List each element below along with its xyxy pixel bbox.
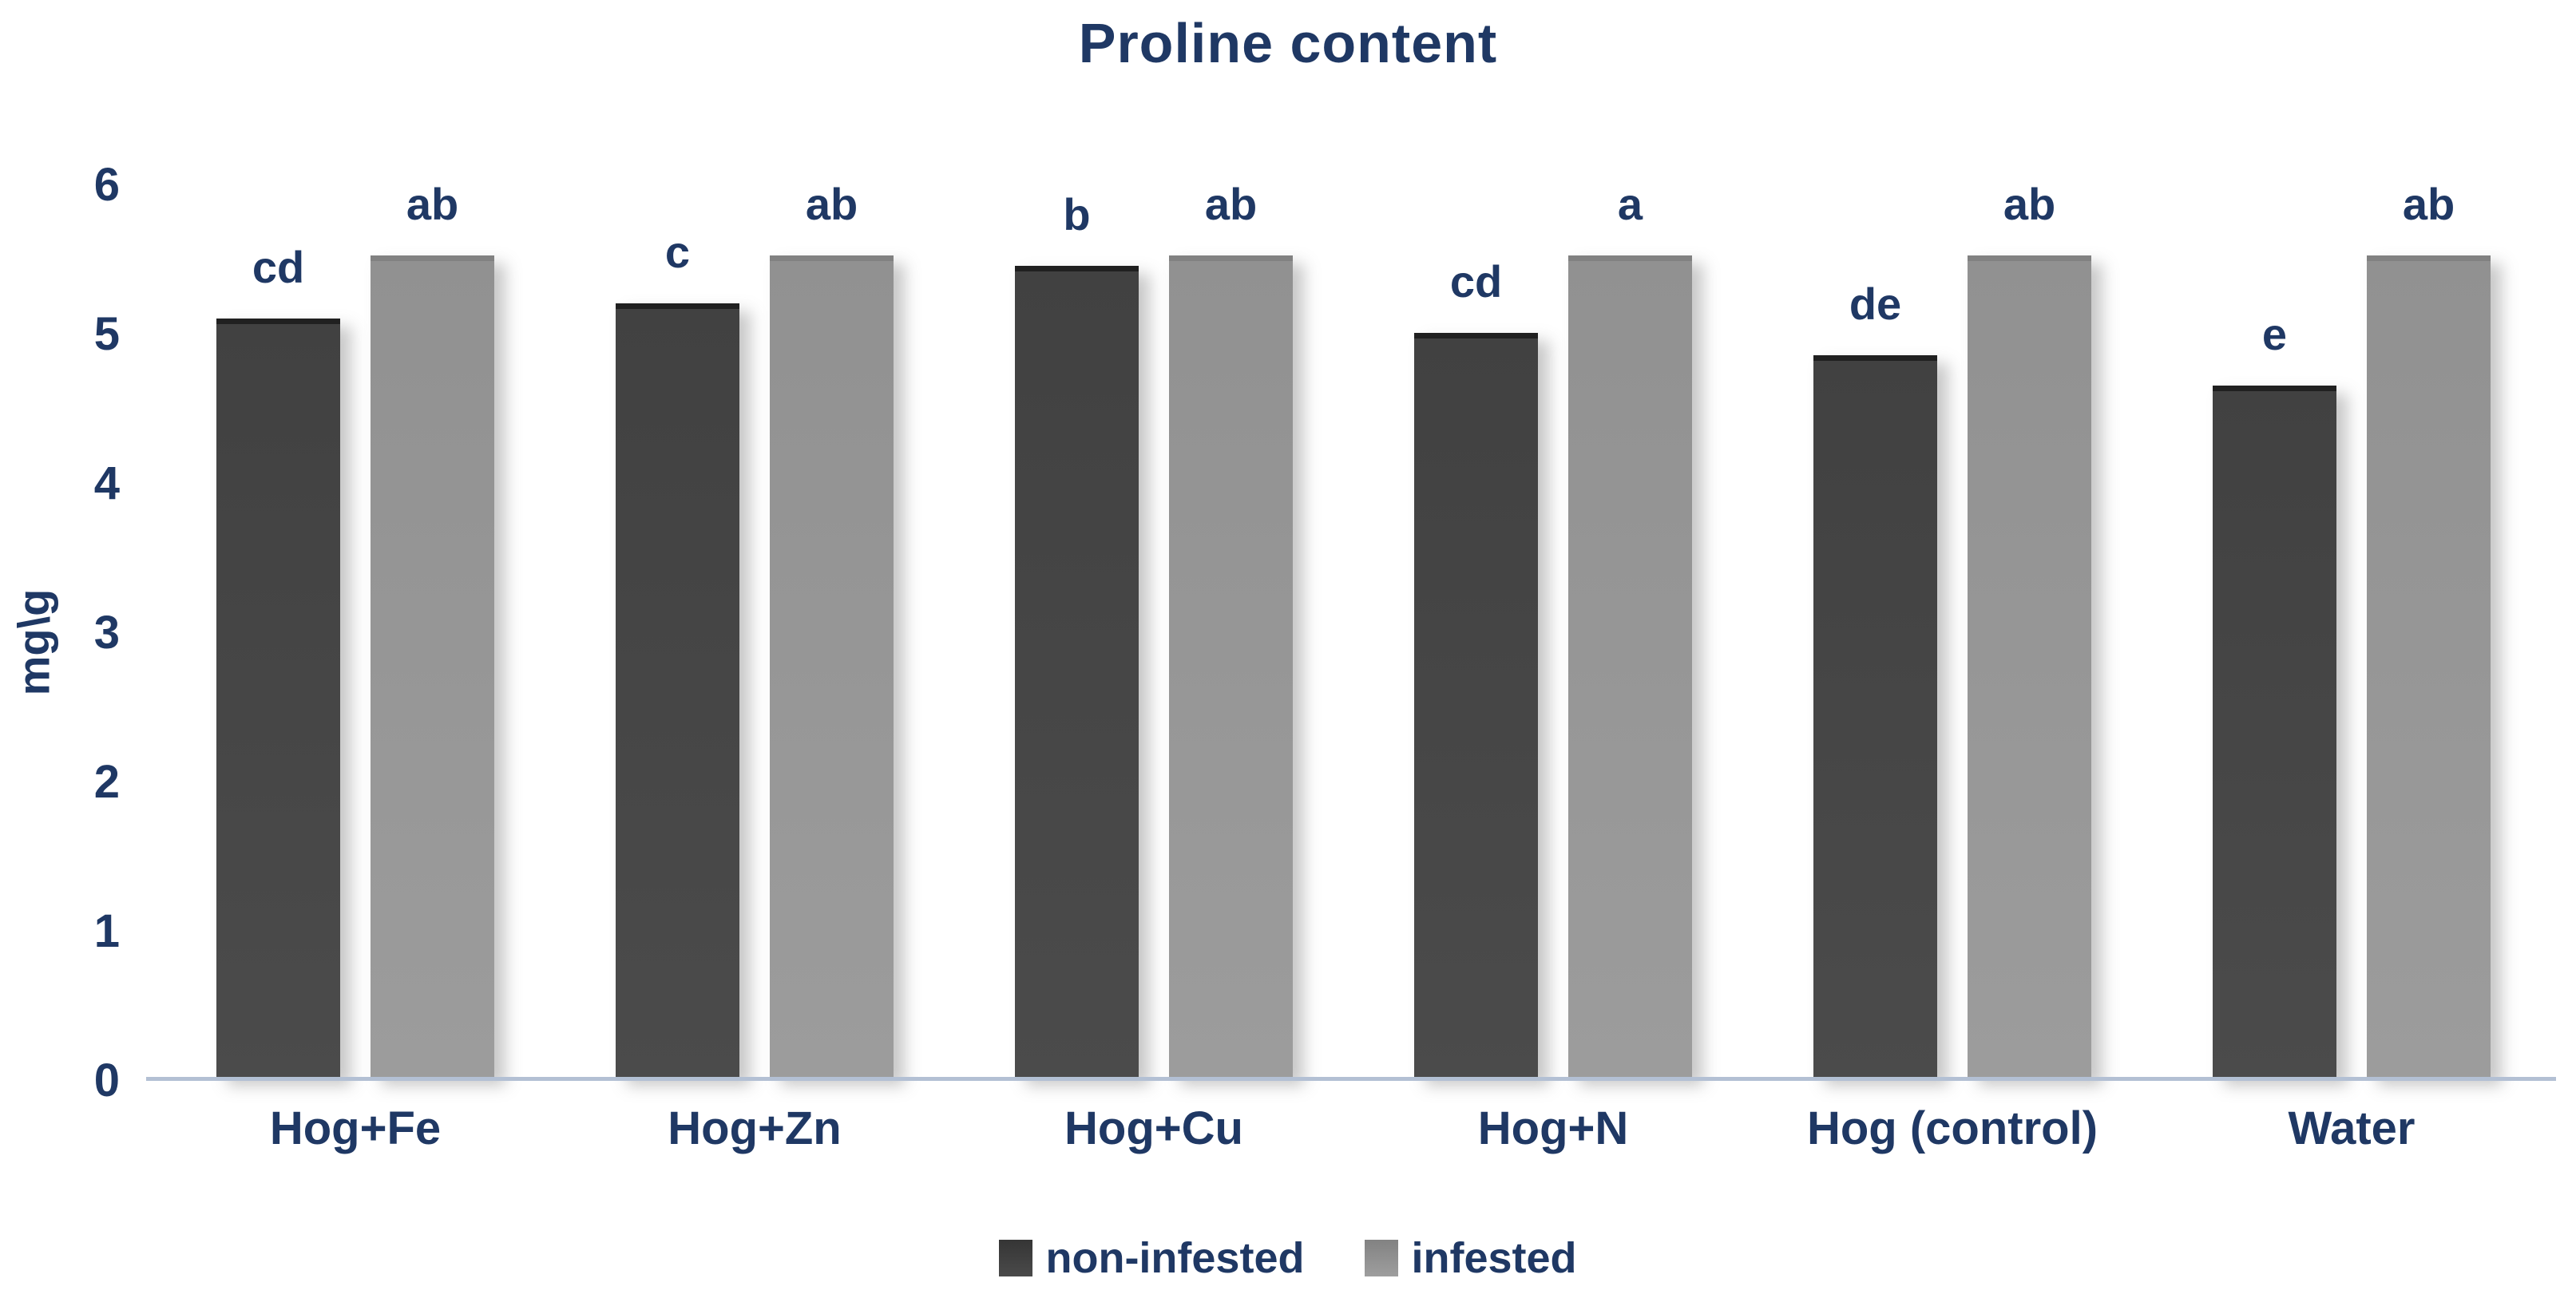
sig-letter: c (664, 226, 691, 277)
bar-unit-infested-hog-zn: ab (770, 182, 894, 1078)
bar-infested-hog-control (1968, 255, 2091, 1078)
y-tick-0: 0 (93, 1055, 120, 1106)
sig-letter: e (2261, 308, 2288, 359)
group-hog-n: cd a (1353, 182, 1753, 1078)
group-water: e ab (2152, 182, 2551, 1078)
bar-non-infested-hog-control (1813, 355, 1937, 1078)
sig-letter: ab (406, 179, 459, 229)
bar-unit-infested-hog-n: a (1568, 182, 1692, 1078)
plot-area: cd ab c ab b ab cd a de ab e ab (146, 182, 2556, 1081)
sig-letter: ab (805, 179, 858, 229)
legend-label: infested (1411, 1234, 1577, 1282)
x-label-hog-n: Hog+N (1477, 1102, 1629, 1154)
sig-letter: a (1617, 179, 1643, 229)
bar-infested-hog-cu (1169, 255, 1293, 1078)
group-hog-zn: c ab (555, 182, 954, 1078)
y-axis-ticks: 0 1 2 3 4 5 6 (32, 162, 120, 1104)
x-axis-labels: Hog+Fe Hog+Zn Hog+Cu Hog+N Hog (control) Wate… (156, 1102, 2551, 1155)
bar-unit-infested-hog-cu: ab (1169, 182, 1293, 1078)
sig-letter: ab (2402, 179, 2455, 229)
legend-swatch-infested (1365, 1240, 1399, 1276)
bar-unit-non-infested-hog-n: cd (1414, 182, 1538, 1078)
sig-letter: ab (2003, 179, 2056, 229)
bar-non-infested-hog-cu (1015, 266, 1139, 1078)
x-axis-line (146, 1077, 2556, 1081)
x-label-hog-zn: Hog+Zn (668, 1102, 842, 1154)
chart-title: Proline content (1078, 12, 1498, 74)
legend-label: non-infested (1045, 1234, 1305, 1282)
bar-infested-hog-fe (371, 255, 494, 1078)
bar-non-infested-hog-n (1414, 333, 1538, 1078)
bar-unit-non-infested-water: e (2213, 182, 2336, 1078)
x-label-hog-control: Hog (control) (1806, 1102, 2098, 1154)
bar-non-infested-hog-fe (216, 318, 340, 1078)
bar-unit-non-infested-hog-cu: b (1015, 182, 1139, 1078)
sig-letter: cd (1449, 256, 1503, 307)
group-hog-cu: b ab (954, 182, 1353, 1078)
bar-unit-non-infested-hog-control: de (1813, 182, 1937, 1078)
bar-unit-non-infested-hog-zn: c (616, 182, 739, 1078)
bar-unit-non-infested-hog-fe: cd (216, 182, 340, 1078)
legend-item-infested: infested (1365, 1233, 1577, 1283)
legend-swatch-non-infested (999, 1240, 1033, 1276)
x-label-hog-fe: Hog+Fe (269, 1102, 442, 1154)
bar-unit-infested-hog-control: ab (1968, 182, 2091, 1078)
sig-letter: b (1063, 189, 1091, 240)
legend-item-non-infested: non-infested (999, 1233, 1304, 1283)
sig-letter: cd (252, 241, 305, 292)
bar-non-infested-hog-zn (616, 303, 739, 1078)
bar-infested-hog-n (1568, 255, 1692, 1078)
bar-non-infested-water (2213, 385, 2336, 1078)
legend: non-infested infested (0, 1233, 2576, 1283)
sig-letter: ab (1204, 179, 1258, 229)
bar-infested-water (2367, 255, 2491, 1078)
y-tick-2: 2 (93, 756, 120, 808)
y-tick-6: 6 (93, 159, 120, 211)
x-label-hog-cu: Hog+Cu (1064, 1102, 1243, 1154)
group-hog-control: de ab (1753, 182, 2152, 1078)
y-tick-4: 4 (93, 457, 120, 509)
bar-unit-infested-hog-fe: ab (371, 182, 494, 1078)
bar-unit-infested-water: ab (2367, 182, 2491, 1078)
x-label-water: Water (2288, 1102, 2415, 1154)
bar-infested-hog-zn (770, 255, 894, 1078)
y-tick-1: 1 (93, 905, 120, 957)
sig-letter: de (1849, 279, 1902, 330)
group-hog-fe: cd ab (156, 182, 555, 1078)
bar-groups: cd ab c ab b ab cd a de ab e ab (156, 182, 2551, 1078)
y-tick-5: 5 (93, 308, 120, 360)
y-tick-3: 3 (93, 607, 120, 659)
